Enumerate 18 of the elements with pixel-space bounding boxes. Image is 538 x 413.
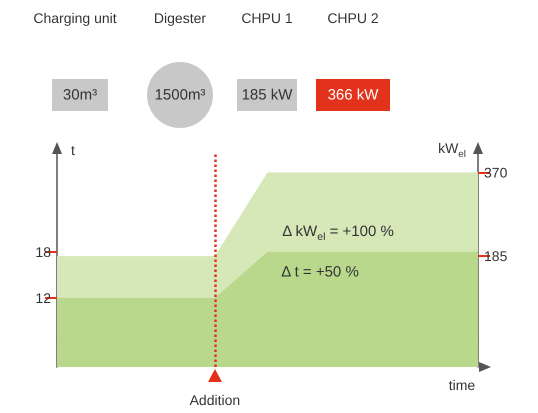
text: 1500m³ — [154, 86, 206, 104]
annotation: Δ kW$_{el}$ = +100 % — [282, 223, 394, 243]
y-tick-label: 12 — [35, 290, 52, 306]
y2-tick-label: 370 — [484, 164, 508, 180]
text: CHPU 1 — [241, 10, 293, 26]
text: Addition — [190, 392, 240, 408]
annotation: Δ t = +50 % — [281, 264, 359, 280]
text: 185 kW — [242, 86, 292, 104]
y-axis-title: t — [71, 142, 75, 158]
text: CHPU 2 — [327, 10, 379, 26]
text: 366 kW — [328, 86, 378, 104]
y2-axis-title: kW$_{el}$ — [438, 140, 466, 160]
text: Digester — [154, 10, 206, 26]
y2-tick-label: 185 — [484, 248, 508, 264]
x-axis-title: time — [448, 377, 476, 393]
text: 30m³ — [62, 86, 98, 104]
text: Charging unit — [33, 10, 117, 26]
y-tick-label: 18 — [35, 244, 52, 260]
